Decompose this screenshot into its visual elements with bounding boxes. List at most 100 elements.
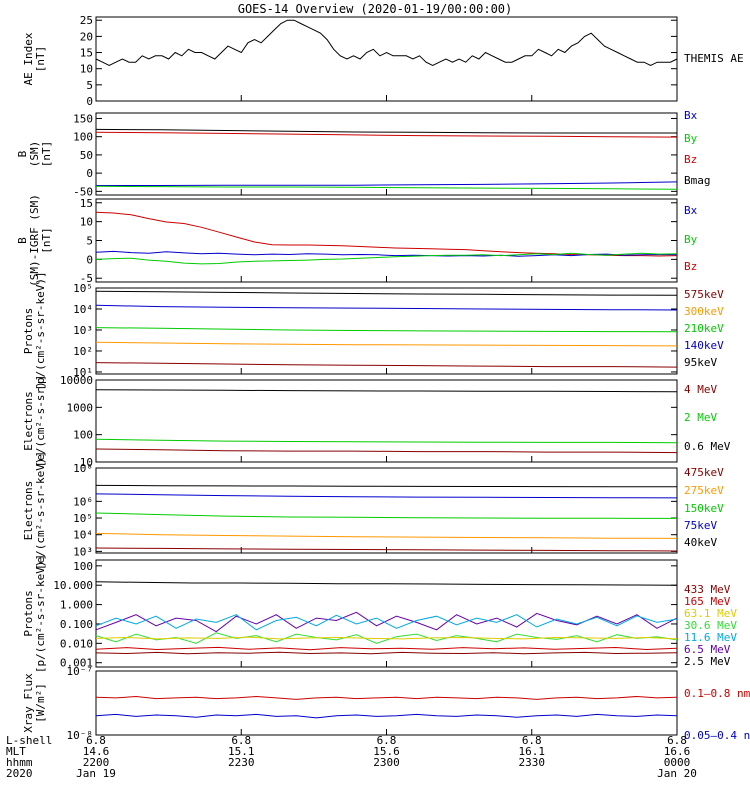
y-axis-label-line: B xyxy=(16,237,29,244)
legend-entry: 140keV xyxy=(684,339,724,352)
y-axis-label-line: [p/(cm²-s-sr-keV)] xyxy=(34,271,47,390)
legend-entry: 30.6 MeV xyxy=(684,619,737,632)
y-tick-label: 100 xyxy=(73,560,93,573)
series-95kev xyxy=(95,290,678,296)
y-axis-label-line: Protons xyxy=(22,308,35,354)
panel-7: 0.001 0.010 0.100 1.000 10.000 100 Protons[p/(… xyxy=(22,554,737,673)
footer-cell: 16.6 xyxy=(664,745,691,758)
footer-cell: 16.1 xyxy=(519,745,546,758)
figure-title: GOES-14 Overview (2020-01-19/00:00:00) xyxy=(238,2,513,16)
series-0-05-0-4-nm xyxy=(95,713,678,719)
y-tick-label: 25 xyxy=(80,14,93,27)
footer-cell: 2200 xyxy=(83,756,110,769)
series-4-mev xyxy=(95,448,678,454)
panel-frame xyxy=(95,198,678,283)
legend-entry: 2 MeV xyxy=(684,411,717,424)
series-bx xyxy=(96,181,678,186)
y-tick-label: 10⁴ xyxy=(73,529,93,542)
y-tick-label: 10³ xyxy=(73,324,93,337)
y-axis-label: Electrons[e/(cm²-s-sr-keV)] xyxy=(22,451,47,570)
y-tick-label: 0.010 xyxy=(60,637,93,650)
series-275kev xyxy=(95,532,678,539)
footer-cell: 6.8 xyxy=(231,734,251,747)
legend-entry: 2.5 MeV xyxy=(684,655,731,668)
legend-entry: 6.5 MeV xyxy=(684,643,731,656)
series-433-mev xyxy=(95,651,678,655)
series-30-6-mev xyxy=(95,632,678,644)
y-tick-label: 0.100 xyxy=(60,618,93,631)
y-axis-label-line: Electrons xyxy=(22,391,35,451)
series-165-mev xyxy=(95,646,678,651)
legend-entry: Bz xyxy=(684,260,697,273)
y-tick-label: 15 xyxy=(80,197,93,210)
y-tick-label: 1000 xyxy=(67,401,94,414)
legend-entry: 165 MeV xyxy=(684,595,731,608)
y-axis-label-line: (SM)-IGRF (SM) xyxy=(28,194,41,287)
y-tick-label: 0 xyxy=(86,95,93,108)
y-axis-label: Protons[p/(cm²-s-sr-keV)] xyxy=(22,271,47,390)
footer-cell: 6.8 xyxy=(667,734,687,747)
series-bx xyxy=(95,250,678,257)
legend-entry: 0.05–0.4 nm xyxy=(684,729,750,742)
footer-cell: 2300 xyxy=(373,756,400,769)
y-axis-label-line: [nT] xyxy=(40,227,53,254)
footer-row-label: hhmm xyxy=(6,756,33,769)
series-575kev xyxy=(95,362,678,368)
legend-entry: Bx xyxy=(684,204,698,217)
y-tick-label: 10³ xyxy=(73,545,93,558)
panel-frame xyxy=(95,670,678,736)
y-tick-label: 10⁻⁸ xyxy=(67,729,94,742)
y-axis-label-line: (SM) xyxy=(28,141,41,168)
y-tick-label: 10.000 xyxy=(53,579,93,592)
footer-row-label: MLT xyxy=(6,745,26,758)
legend-entry: By xyxy=(684,233,698,246)
legend-entry: 475keV xyxy=(684,466,724,479)
series-6-5-mev xyxy=(95,611,678,633)
panel-frame xyxy=(95,112,678,196)
legend-entry: 275keV xyxy=(684,484,724,497)
y-axis-label-line: [p/(cm²-s-sr-keV)] xyxy=(34,554,47,673)
series-2-5-mev xyxy=(95,581,678,586)
legend-entry: 575keV xyxy=(684,288,724,301)
panel-frame xyxy=(95,559,678,668)
legend-entry: 4 MeV xyxy=(684,383,717,396)
legend-entry: Bmag xyxy=(684,174,711,187)
legend-entry: 95keV xyxy=(684,356,717,369)
legend-entry: 0.1–0.8 nm xyxy=(684,687,750,700)
footer-row-label: L-shell xyxy=(6,734,52,747)
y-axis-label-line: [nT] xyxy=(40,141,53,168)
y-tick-label: -5 xyxy=(80,272,93,285)
y-tick-label: 100 xyxy=(73,429,93,442)
legend-entry: 150keV xyxy=(684,502,724,515)
panel-4: 10¹ 10² 10³ 10⁴ 10⁵ Protons[p/(cm²-s-sr-keV)]… xyxy=(22,271,724,390)
footer-row-label: 2020 xyxy=(6,767,33,780)
series-63-1-mev xyxy=(95,636,678,640)
y-axis-label: Electrons[e/(cm²-s-sr)] xyxy=(22,375,47,468)
y-tick-label: 1.000 xyxy=(60,599,93,612)
y-axis-label: Xray Flux[W/m²] xyxy=(22,673,47,733)
footer-cell: 2330 xyxy=(519,756,546,769)
footer-cell: 6.8 xyxy=(86,734,106,747)
series-themis-ae xyxy=(95,19,678,67)
y-tick-label: 50 xyxy=(80,149,93,162)
y-tick-label: -50 xyxy=(73,185,93,198)
y-axis-label-line: B xyxy=(16,150,29,157)
series-475kev xyxy=(95,547,678,552)
y-tick-label: 15 xyxy=(80,47,93,60)
y-axis-label-line: Electrons xyxy=(22,481,35,541)
panel-8: 10⁻⁸ 10⁻⁷ Xray Flux[W/m²] 0.1–0.8 nm 0.05–0.… xyxy=(22,665,750,742)
panel-5: 10 100 1000 10000 Electrons[e/(cm²-s-sr)] 4 M… xyxy=(22,374,731,469)
series-2-mev xyxy=(95,438,678,444)
panel-frame xyxy=(95,16,678,102)
y-tick-label: 0 xyxy=(86,167,93,180)
series-140kev xyxy=(95,304,678,311)
y-tick-label: 0.001 xyxy=(60,657,93,670)
legend-entry: 433 MeV xyxy=(684,583,731,596)
footer-cell: 14.6 xyxy=(83,745,110,758)
y-axis-label: B(SM)-IGRF (SM)[nT] xyxy=(16,194,53,287)
legend-entry: 0.6 MeV xyxy=(684,440,731,453)
y-tick-label: 10 xyxy=(80,456,93,469)
